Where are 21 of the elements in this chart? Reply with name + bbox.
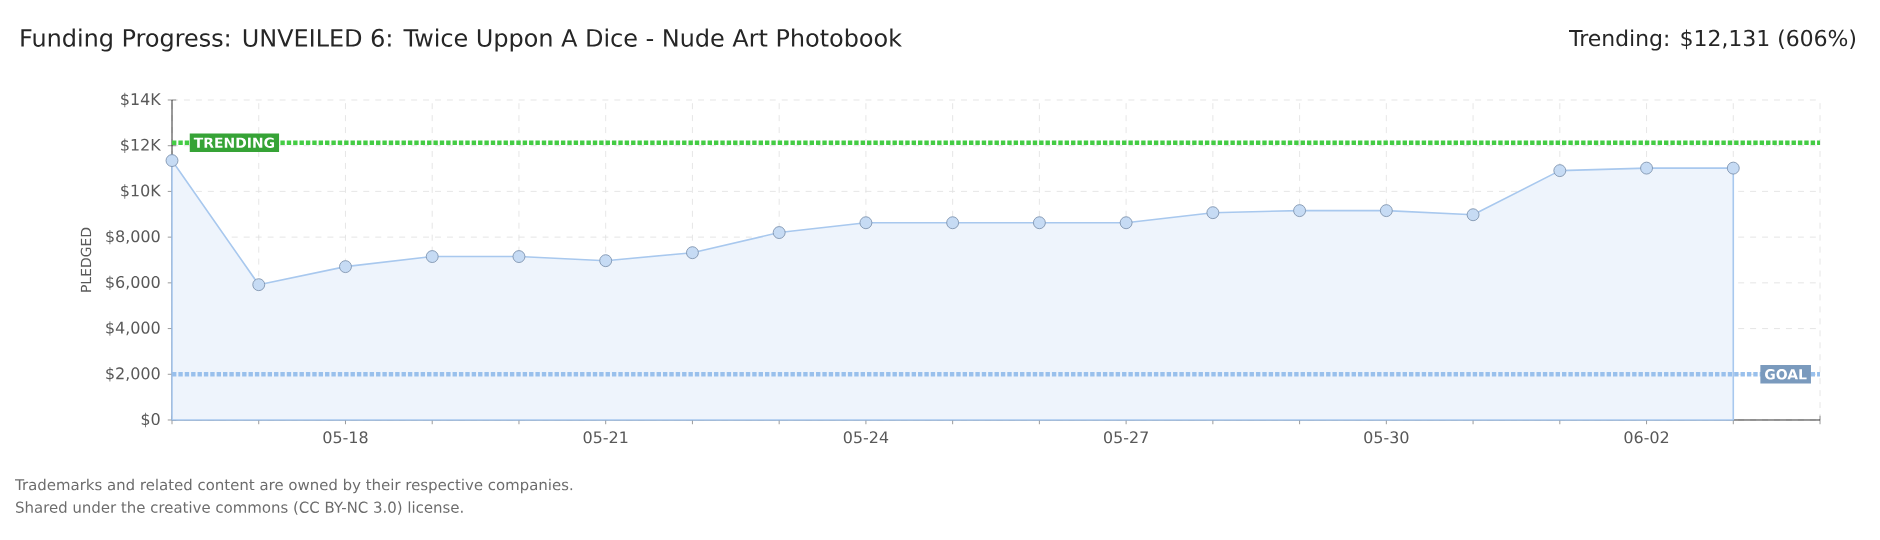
point: [772, 226, 786, 239]
point: [512, 250, 526, 263]
point: [1466, 208, 1480, 222]
point: [165, 154, 179, 167]
point: [1206, 206, 1220, 220]
point: [425, 250, 439, 263]
point: [1119, 216, 1133, 230]
point: [686, 246, 699, 260]
point: [1293, 204, 1306, 217]
point: [946, 216, 960, 230]
chart-title: Funding Progress: UNVEILED 6: Twice Uppon A Dice - Nude Art Photobook: [21, 28, 902, 52]
point: [339, 260, 352, 273]
point: [1640, 161, 1653, 175]
point: [1379, 204, 1393, 217]
chart-subtitle: Trending: $12,131 (606%): [1569, 29, 1856, 51]
point: [859, 216, 873, 230]
point: [1033, 216, 1046, 230]
point: [599, 254, 613, 268]
point: [1553, 164, 1567, 177]
point: [1726, 161, 1740, 175]
point: [252, 278, 266, 292]
